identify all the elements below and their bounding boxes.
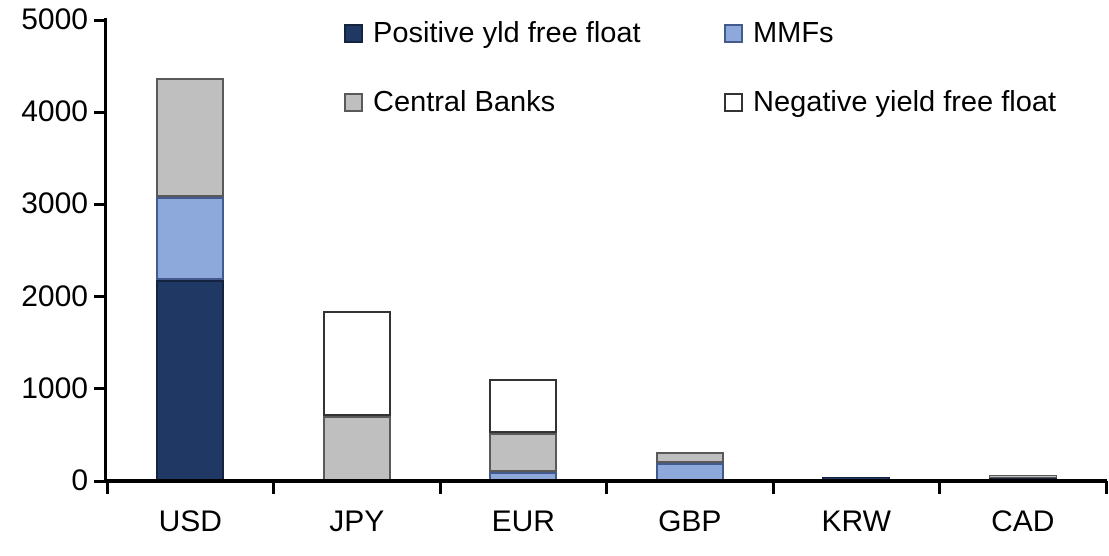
x-axis-tick <box>1104 481 1108 494</box>
bar-segment-eur <box>489 433 558 472</box>
legend-swatch-negative-yield-free-float <box>724 92 743 112</box>
x-axis-tick <box>438 481 442 494</box>
x-axis-category-label: USD <box>158 505 222 538</box>
bar-segment-usd <box>156 197 225 280</box>
legend-item-mmfs: MMFs <box>724 16 834 49</box>
legend-label-central-banks: Central Banks <box>373 85 556 118</box>
legend-label-mmfs: MMFs <box>753 16 834 49</box>
x-axis-tick <box>605 481 608 494</box>
y-axis-tick-label: 0 <box>71 464 88 497</box>
bar-segment-usd <box>156 280 225 481</box>
y-axis-tick-label: 4000 <box>21 95 88 129</box>
y-axis-tick <box>94 295 107 299</box>
bar-segment-jpy <box>322 311 391 417</box>
x-axis-category-label: EUR <box>491 505 555 538</box>
bar-segment-usd <box>156 78 225 198</box>
y-axis-tick <box>94 202 107 206</box>
x-axis-tick <box>272 481 275 494</box>
y-axis-line <box>104 18 107 483</box>
y-axis-tick-label: 1000 <box>21 371 88 405</box>
bar-segment-gbp <box>655 451 724 464</box>
x-axis-category-label: CAD <box>991 505 1055 538</box>
y-axis-tick <box>94 18 107 22</box>
y-axis-tick <box>94 479 107 483</box>
bar-segment-eur <box>489 378 558 434</box>
legend-label-positive-yld-free-float: Positive yld free float <box>373 16 641 49</box>
legend-swatch-central-banks <box>344 92 363 112</box>
x-axis-tick <box>771 481 775 494</box>
legend-item-negative-yield-free-float: Negative yield free float <box>724 85 1057 118</box>
y-axis-tick <box>94 110 107 114</box>
x-axis-line <box>104 479 1107 483</box>
x-axis-tick <box>105 481 109 494</box>
bar-segment-jpy <box>322 416 391 481</box>
x-axis-tick <box>938 481 941 494</box>
y-axis-tick-label: 3000 <box>21 187 88 221</box>
x-axis-category-label: KRW <box>821 505 891 538</box>
x-axis-category-label: JPY <box>329 505 385 538</box>
x-axis-category-label: GBP <box>658 505 722 538</box>
legend-swatch-positive-yld-free-float <box>344 23 363 43</box>
y-axis-tick-label: 5000 <box>21 3 88 36</box>
bar-segment-cad <box>988 475 1057 479</box>
y-axis-tick <box>94 387 107 391</box>
legend-item-positive-yld-free-float: Positive yld free float <box>344 16 641 49</box>
legend-swatch-mmfs <box>724 23 743 43</box>
y-axis-tick-label: 2000 <box>21 279 88 313</box>
legend-label-negative-yield-free-float: Negative yield free float <box>753 85 1057 118</box>
legend-item-central-banks: Central Banks <box>344 85 556 118</box>
